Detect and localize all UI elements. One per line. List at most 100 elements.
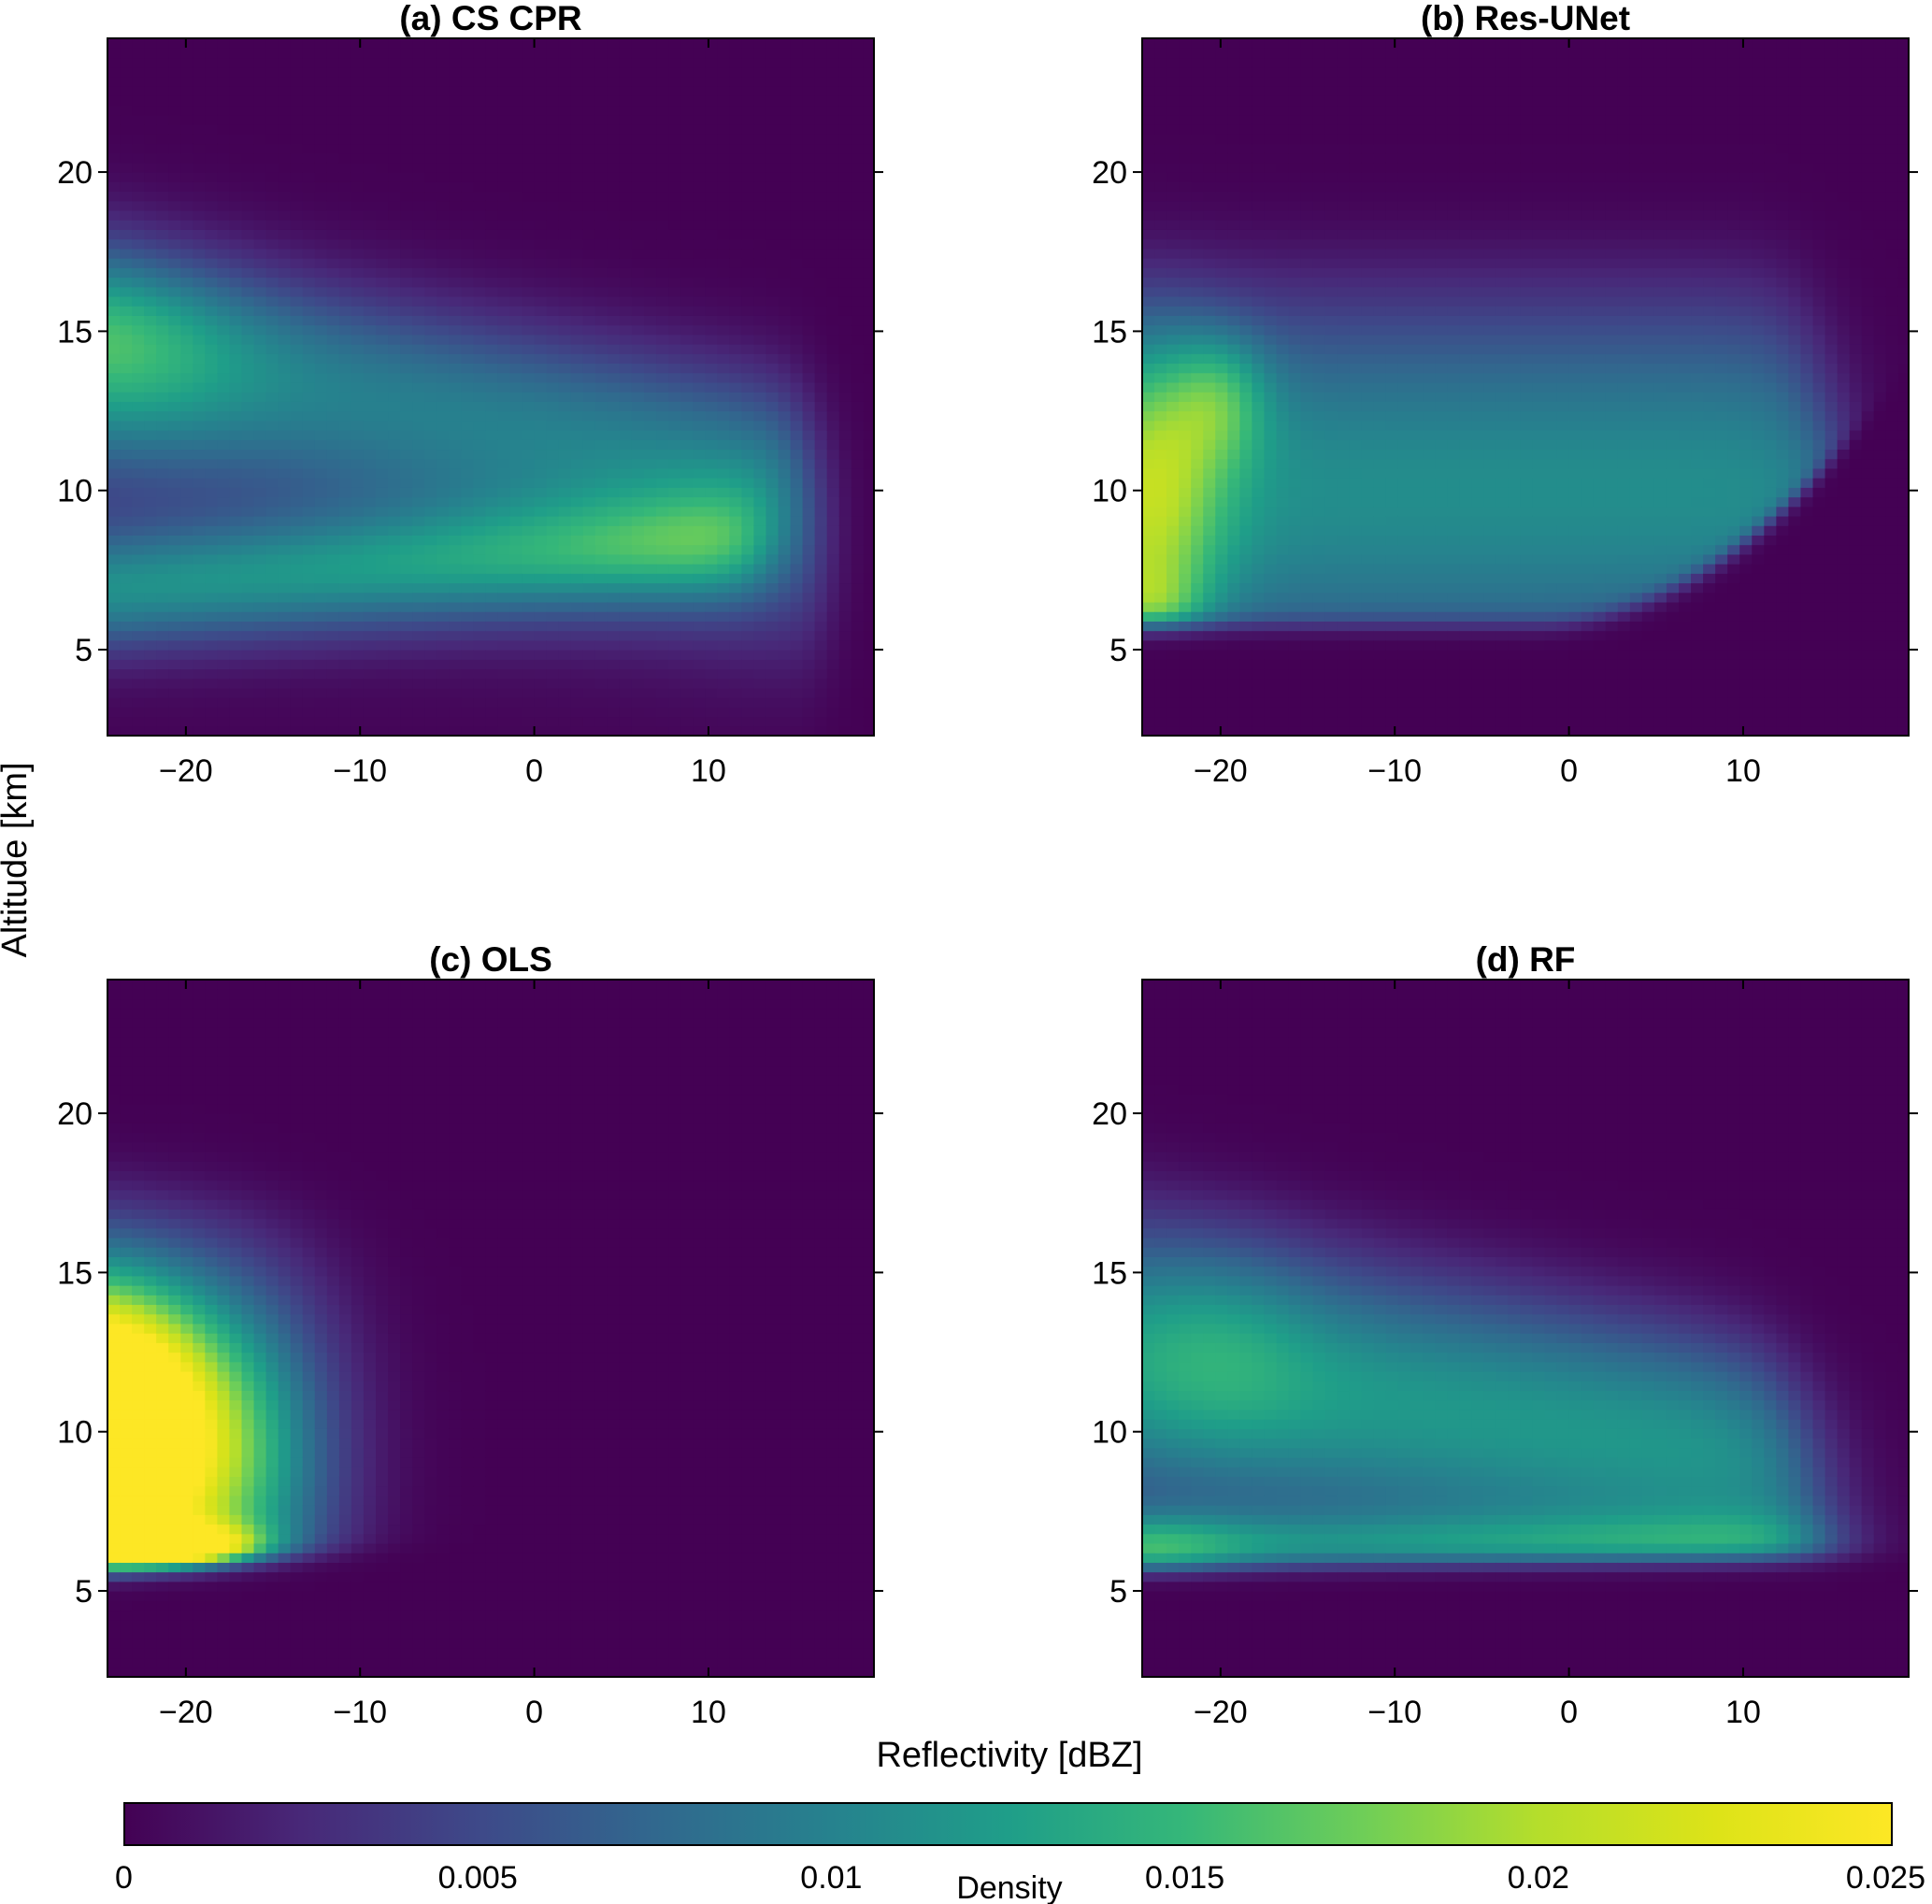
heatmap-cell bbox=[864, 249, 875, 259]
heatmap-cell bbox=[315, 163, 328, 173]
heatmap-cell bbox=[473, 640, 486, 651]
heatmap-cell bbox=[144, 650, 157, 660]
heatmap-cell bbox=[107, 478, 121, 488]
heatmap-cell bbox=[729, 468, 742, 479]
heatmap-cell bbox=[632, 449, 645, 459]
heatmap-cell bbox=[803, 277, 816, 287]
heatmap-cell bbox=[291, 335, 304, 345]
heatmap-cell bbox=[254, 220, 267, 230]
heatmap-cell bbox=[120, 48, 133, 58]
heatmap-cell bbox=[107, 38, 121, 49]
heatmap-cell bbox=[217, 201, 230, 211]
heatmap-cell bbox=[327, 582, 340, 593]
heatmap-cell bbox=[485, 707, 498, 717]
heatmap-cell bbox=[327, 124, 340, 135]
heatmap-cell bbox=[705, 325, 718, 336]
heatmap-cell bbox=[522, 497, 536, 508]
heatmap-cell bbox=[279, 582, 292, 593]
heatmap-cell bbox=[595, 77, 608, 87]
heatmap-cell bbox=[303, 621, 316, 631]
heatmap-cell bbox=[376, 172, 389, 182]
heatmap-cell bbox=[364, 487, 377, 497]
heatmap-cell bbox=[1142, 77, 1155, 87]
heatmap-cell bbox=[217, 344, 230, 354]
heatmap-cell bbox=[351, 593, 365, 603]
heatmap-cell bbox=[436, 478, 450, 488]
heatmap-cell bbox=[156, 77, 169, 87]
heatmap-cell bbox=[656, 325, 669, 336]
heatmap-cell bbox=[364, 593, 377, 603]
heatmap-cell bbox=[864, 679, 875, 689]
heatmap-cell bbox=[156, 392, 169, 402]
heatmap-cell bbox=[791, 325, 804, 336]
heatmap-cell bbox=[729, 554, 742, 565]
heatmap-cell bbox=[107, 516, 121, 526]
heatmap-cell bbox=[1166, 296, 1180, 307]
heatmap-cell bbox=[864, 353, 875, 364]
heatmap-cell bbox=[668, 392, 681, 402]
heatmap-cell bbox=[608, 335, 621, 345]
heatmap-cell bbox=[729, 392, 742, 402]
heatmap-cell bbox=[803, 497, 816, 508]
heatmap-cell bbox=[193, 287, 206, 297]
heatmap-cell bbox=[583, 287, 596, 297]
heatmap-cell bbox=[827, 611, 840, 622]
heatmap-cell bbox=[327, 468, 340, 479]
heatmap-cell bbox=[364, 249, 377, 259]
heatmap-cell bbox=[717, 296, 730, 307]
heatmap-cell bbox=[729, 77, 742, 87]
heatmap-cell bbox=[107, 650, 121, 660]
heatmap-cell bbox=[497, 296, 510, 307]
heatmap-cell bbox=[485, 373, 498, 383]
heatmap-cell bbox=[864, 535, 875, 545]
heatmap-cell bbox=[1166, 192, 1180, 202]
heatmap-cell bbox=[254, 115, 267, 125]
heatmap-cell bbox=[461, 315, 474, 325]
heatmap-cell bbox=[339, 153, 352, 164]
heatmap-cell bbox=[729, 153, 742, 164]
heatmap-cell bbox=[132, 430, 145, 440]
heatmap-cell bbox=[351, 582, 365, 593]
heatmap-cell bbox=[1191, 239, 1204, 250]
heatmap-cell bbox=[522, 659, 536, 669]
heatmap-cell bbox=[705, 267, 718, 278]
heatmap-cell bbox=[717, 86, 730, 96]
heatmap-cell bbox=[449, 287, 462, 297]
heatmap-cell bbox=[668, 679, 681, 689]
heatmap-cell bbox=[608, 201, 621, 211]
heatmap-cell bbox=[168, 392, 181, 402]
heatmap-cell bbox=[436, 411, 450, 422]
heatmap-cell bbox=[436, 325, 450, 336]
heatmap-cell bbox=[644, 659, 657, 669]
heatmap-cell bbox=[254, 153, 267, 164]
heatmap-cell bbox=[608, 640, 621, 651]
heatmap-cell bbox=[608, 487, 621, 497]
heatmap-cell bbox=[656, 277, 669, 287]
heatmap-cell bbox=[608, 229, 621, 239]
heatmap-cell bbox=[388, 582, 401, 593]
heatmap-cell bbox=[766, 507, 779, 517]
heatmap-cell bbox=[266, 659, 279, 669]
heatmap-cell bbox=[1142, 267, 1155, 278]
heatmap-cell bbox=[717, 392, 730, 402]
heatmap-cell bbox=[559, 525, 572, 536]
heatmap-cell bbox=[839, 239, 852, 250]
heatmap-cell bbox=[791, 239, 804, 250]
heatmap-cell bbox=[351, 325, 365, 336]
heatmap-cell bbox=[803, 363, 816, 373]
heatmap-cell bbox=[339, 602, 352, 612]
heatmap-cell bbox=[632, 516, 645, 526]
heatmap-cell bbox=[779, 287, 792, 297]
heatmap-cell bbox=[303, 277, 316, 287]
heatmap-cell bbox=[1142, 353, 1155, 364]
heatmap-cell bbox=[668, 258, 681, 268]
heatmap-cell bbox=[461, 449, 474, 459]
heatmap-cell bbox=[303, 48, 316, 58]
heatmap-cell bbox=[1166, 134, 1180, 144]
heatmap-cell bbox=[424, 602, 437, 612]
heatmap-cell bbox=[205, 306, 218, 316]
heatmap-cell bbox=[864, 201, 875, 211]
heatmap-cell bbox=[803, 468, 816, 479]
heatmap-cell bbox=[315, 201, 328, 211]
heatmap-cell bbox=[327, 430, 340, 440]
